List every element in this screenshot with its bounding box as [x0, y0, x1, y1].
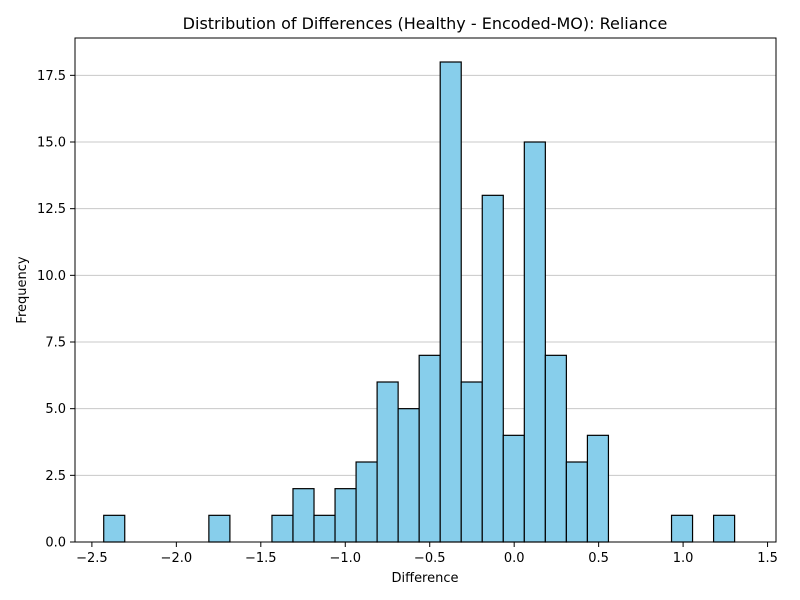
x-tick-label: −0.5 [414, 551, 446, 566]
x-tick-label: 0.0 [504, 551, 525, 566]
x-tick-label: 0.5 [588, 551, 609, 566]
histogram-bar [334, 488, 357, 543]
plot-frame [74, 37, 777, 543]
histogram-bar [376, 381, 399, 543]
y-tick-label: 10.0 [37, 269, 66, 284]
histogram-bar [355, 461, 378, 543]
x-tick-label: −2.5 [76, 551, 108, 566]
histogram-bar [418, 354, 441, 543]
histogram-bar [712, 514, 736, 543]
y-tick-label: 12.5 [37, 202, 66, 217]
histogram-bar [502, 434, 525, 543]
chart-title: Distribution of Differences (Healthy - E… [183, 14, 668, 33]
x-tick-label: −2.0 [161, 551, 193, 566]
y-tick-label: 15.0 [37, 136, 66, 151]
histogram-bar [523, 141, 546, 543]
y-axis: 0.0 2.5 5.0 7.5 10.0 12.5 15.0 17.5 [37, 69, 75, 551]
histogram-bar [271, 514, 294, 543]
y-tick-label: 2.5 [45, 469, 66, 484]
y-tick-label: 17.5 [37, 69, 66, 84]
x-axis-title: Difference [391, 571, 458, 586]
x-tick-label: 1.5 [757, 551, 778, 566]
histogram-bars [103, 61, 736, 543]
y-tick-label: 7.5 [45, 336, 66, 351]
x-tick-label: 1.0 [673, 551, 694, 566]
histogram-bar [460, 381, 483, 543]
x-axis: −2.5 −2.0 −1.5 −1.0 −0.5 0.0 0.5 1.0 1.5 [76, 542, 778, 566]
histogram-bar [586, 434, 610, 543]
y-axis-title: Frequency [15, 256, 30, 323]
histogram-bar [439, 61, 462, 543]
histogram-bar [481, 194, 504, 543]
histogram-bar [397, 408, 420, 543]
y-tick-label: 5.0 [45, 402, 66, 417]
x-tick-label: −1.5 [245, 551, 277, 566]
histogram-bar [292, 488, 315, 543]
histogram-bar [208, 514, 231, 543]
histogram-bar [670, 514, 694, 543]
histogram-bar [313, 514, 336, 543]
histogram-bar [103, 514, 126, 543]
x-tick-label: −1.0 [329, 551, 361, 566]
histogram-bar [544, 354, 567, 543]
y-tick-label: 0.0 [45, 536, 66, 551]
histogram-bar [565, 461, 589, 543]
